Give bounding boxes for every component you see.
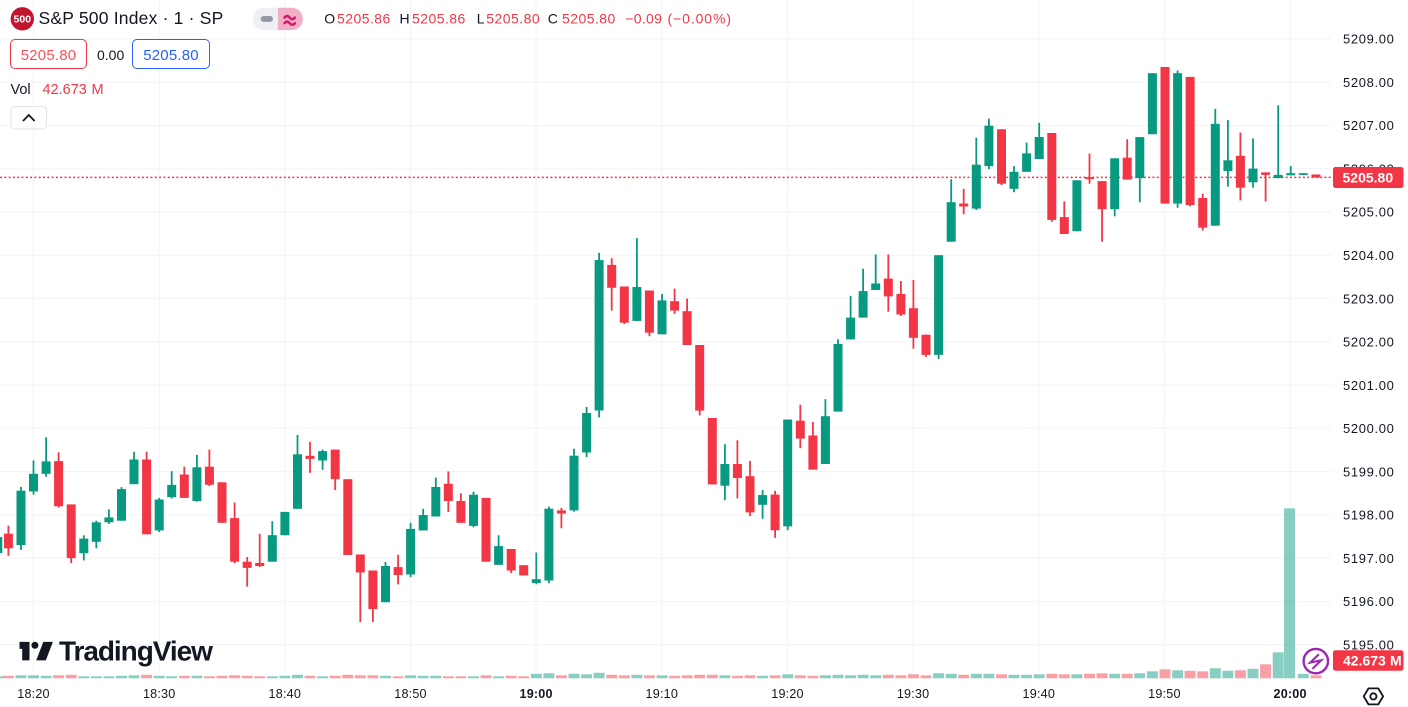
svg-text:19:00: 19:00 bbox=[519, 687, 552, 701]
svg-text:19:20: 19:20 bbox=[771, 687, 804, 701]
svg-text:5196.00: 5196.00 bbox=[1343, 594, 1395, 609]
svg-text:18:20: 18:20 bbox=[17, 687, 50, 701]
svg-text:42.673: 42.673 bbox=[43, 82, 87, 98]
svg-text:5205.80: 5205.80 bbox=[486, 11, 540, 27]
svg-text:L: L bbox=[477, 11, 485, 27]
svg-text:18:40: 18:40 bbox=[269, 687, 302, 701]
svg-text:5205.80: 5205.80 bbox=[1343, 169, 1394, 185]
svg-text:S&P 500 Index · 1 · SP: S&P 500 Index · 1 · SP bbox=[39, 8, 224, 28]
svg-text:−0.09: −0.09 bbox=[625, 11, 662, 27]
svg-text:M: M bbox=[1390, 652, 1402, 668]
svg-text:TradingView: TradingView bbox=[59, 636, 213, 667]
svg-text:5205.00: 5205.00 bbox=[1343, 205, 1395, 220]
svg-text:5200.00: 5200.00 bbox=[1343, 421, 1395, 436]
svg-text:5205.80: 5205.80 bbox=[143, 47, 199, 64]
svg-text:C: C bbox=[548, 11, 558, 27]
svg-text:5203.00: 5203.00 bbox=[1343, 291, 1395, 306]
svg-text:5205.86: 5205.86 bbox=[412, 11, 466, 27]
svg-text:19:40: 19:40 bbox=[1023, 687, 1056, 701]
svg-text:5207.00: 5207.00 bbox=[1343, 118, 1395, 133]
svg-text:5205.80: 5205.80 bbox=[562, 11, 616, 27]
svg-text:5195.00: 5195.00 bbox=[1343, 637, 1395, 652]
svg-text:5197.00: 5197.00 bbox=[1343, 551, 1395, 566]
svg-text:5202.00: 5202.00 bbox=[1343, 335, 1395, 350]
svg-text:(−0.00%): (−0.00%) bbox=[668, 11, 732, 27]
svg-text:42.673: 42.673 bbox=[1343, 652, 1386, 668]
svg-text:500: 500 bbox=[14, 14, 32, 26]
svg-text:18:50: 18:50 bbox=[394, 687, 427, 701]
svg-text:5198.00: 5198.00 bbox=[1343, 508, 1395, 523]
svg-text:5201.00: 5201.00 bbox=[1343, 378, 1395, 393]
svg-text:20:00: 20:00 bbox=[1273, 687, 1306, 701]
svg-text:5199.00: 5199.00 bbox=[1343, 464, 1395, 479]
svg-text:0.00: 0.00 bbox=[97, 47, 124, 63]
svg-text:5204.00: 5204.00 bbox=[1343, 248, 1395, 263]
svg-text:19:50: 19:50 bbox=[1148, 687, 1181, 701]
svg-text:O: O bbox=[324, 11, 335, 27]
svg-text:H: H bbox=[400, 11, 410, 27]
svg-text:M: M bbox=[92, 82, 104, 98]
svg-text:Vol: Vol bbox=[11, 82, 31, 98]
svg-text:5208.00: 5208.00 bbox=[1343, 75, 1395, 90]
svg-text:5209.00: 5209.00 bbox=[1343, 32, 1395, 47]
svg-text:5205.80: 5205.80 bbox=[21, 47, 77, 64]
svg-text:19:10: 19:10 bbox=[646, 687, 679, 701]
svg-text:19:30: 19:30 bbox=[897, 687, 930, 701]
svg-text:18:30: 18:30 bbox=[143, 687, 176, 701]
svg-text:5205.86: 5205.86 bbox=[337, 11, 391, 27]
